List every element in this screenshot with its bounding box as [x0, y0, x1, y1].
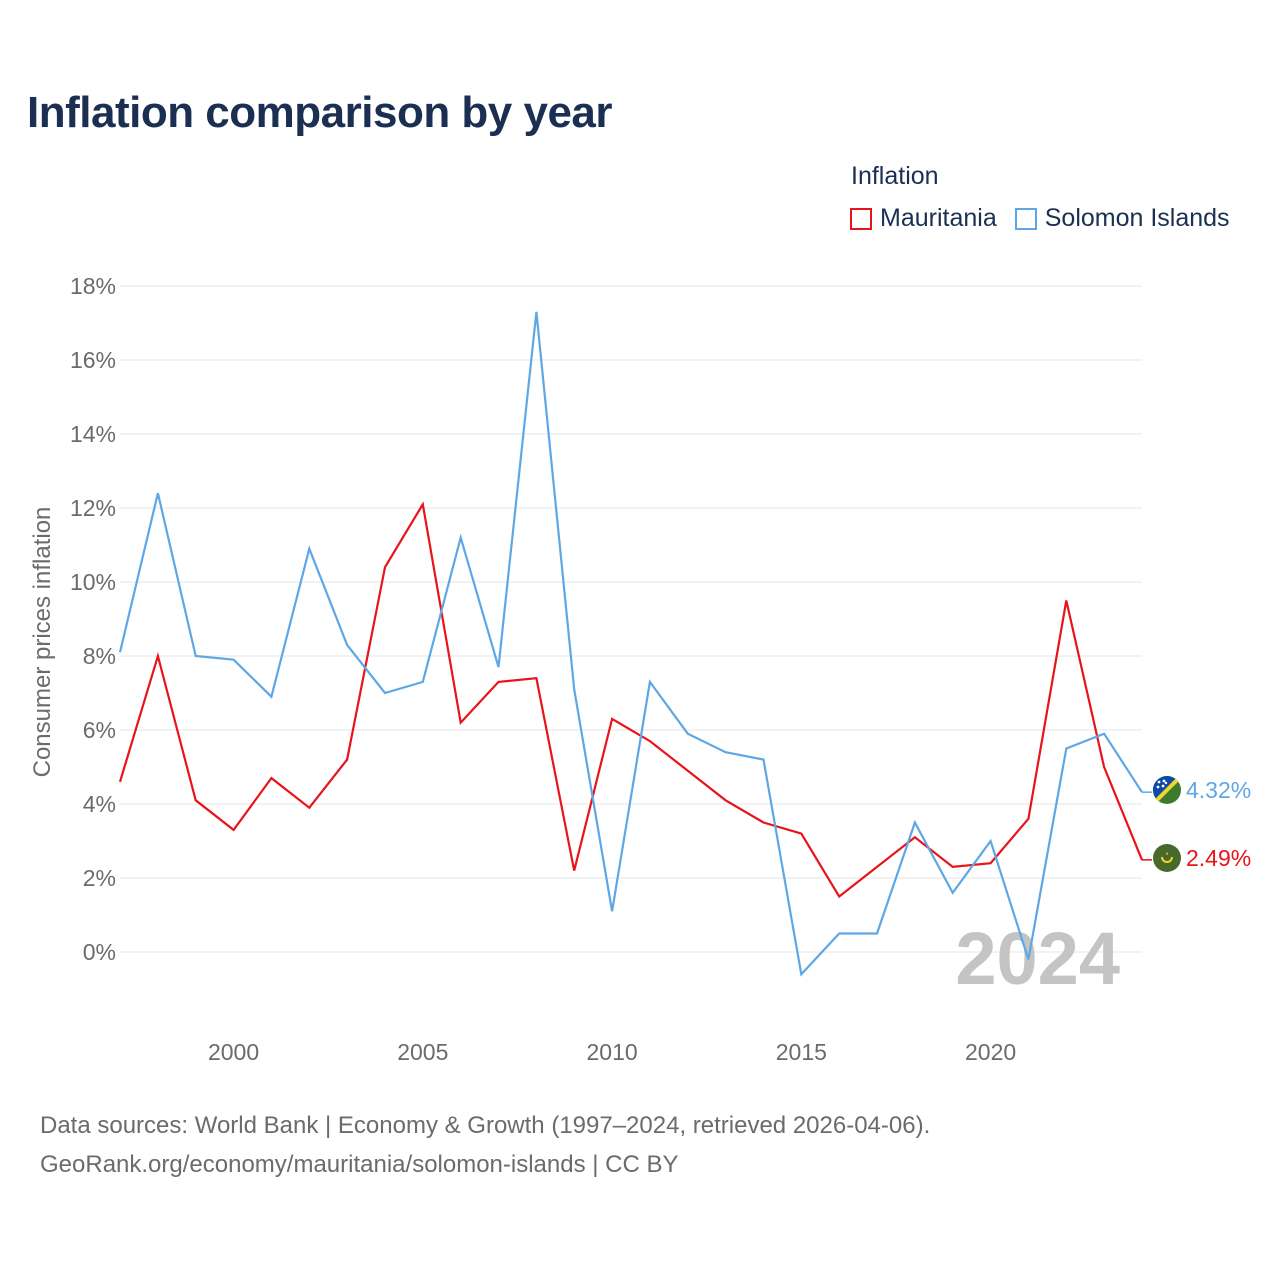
legend: Mauritania Solomon Islands — [850, 204, 1248, 233]
x-tick-label: 2015 — [776, 1039, 827, 1065]
mauritania-flag-icon — [1153, 844, 1181, 872]
footer-source: Data sources: World Bank | Economy & Gro… — [40, 1112, 931, 1139]
y-tick-label: 10% — [70, 569, 116, 595]
legend-title: Inflation — [851, 162, 939, 190]
end-markers — [1142, 791, 1152, 861]
footer-link[interactable]: GeoRank.org/economy/mauritania/solomon-i… — [40, 1151, 679, 1178]
legend-swatch-solomon-islands — [1014, 207, 1037, 230]
y-tick-labels: 0% 2% 4% 6% 8% 10% 12% 14% 16% 18% — [70, 273, 116, 965]
year-watermark: 2024 — [955, 917, 1120, 1000]
x-tick-label: 2020 — [965, 1039, 1016, 1065]
y-axis-label: Consumer prices inflation — [29, 507, 56, 778]
legend-label-solomon-islands: Solomon Islands — [1044, 204, 1230, 232]
chart-title: Inflation comparison by year — [27, 88, 613, 137]
chart-area: 0%2%4%6%8%10%12%14%16%18% 2000 2005 2010 20… — [29, 273, 1251, 1065]
y-tick-label: 16% — [70, 347, 116, 373]
y-tick-label: 18% — [70, 273, 116, 299]
legend-label-mauritania: Mauritania — [880, 204, 997, 232]
x-tick-labels: 2000 2005 2010 2015 2020 — [208, 1039, 1016, 1065]
footer: Data sources: World Bank | Economy & Gro… — [40, 1106, 930, 1184]
solomon-islands-flag-icon — [1153, 776, 1181, 804]
series-line-mauritania[interactable] — [118, 501, 1144, 899]
x-tick-label: 2000 — [208, 1039, 259, 1065]
y-tick-label: 2% — [83, 865, 116, 891]
series-line-solomon-islands[interactable] — [118, 311, 1143, 977]
grid-lines — [120, 285, 1142, 953]
legend-item-solomon-islands[interactable]: Solomon Islands — [1014, 204, 1230, 233]
y-tick-label: 6% — [83, 717, 116, 743]
x-tick-label: 2005 — [397, 1039, 448, 1065]
y-tick-label: 14% — [70, 421, 116, 447]
solomon-islands-end-label: 4.32% — [1186, 777, 1251, 803]
mauritania-end-label: 2.49% — [1186, 845, 1251, 871]
series-lines — [118, 311, 1144, 977]
x-tick-label: 2010 — [586, 1039, 637, 1065]
legend-item-mauritania[interactable]: Mauritania — [850, 204, 997, 233]
y-tick-label: 0% — [83, 939, 116, 965]
y-tick-label: 4% — [83, 791, 116, 817]
y-tick-label: 12% — [70, 495, 116, 521]
y-tick-label: 8% — [83, 643, 116, 669]
legend-swatch-mauritania — [850, 207, 872, 230]
